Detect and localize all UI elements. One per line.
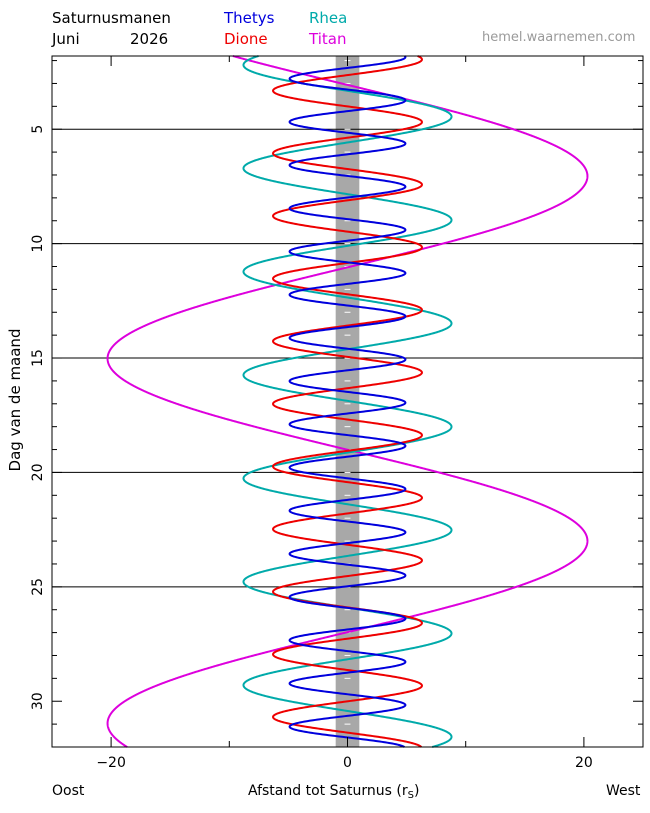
west-label: West xyxy=(606,783,641,799)
axis-ticks xyxy=(52,56,643,748)
series-thetys xyxy=(288,55,407,748)
legend-titan: Titan xyxy=(309,30,347,48)
y-tick-label: 20 xyxy=(30,464,46,482)
y-tick-label: 25 xyxy=(30,578,46,596)
y-tick-label: 30 xyxy=(30,692,46,710)
legend-rhea: Rhea xyxy=(309,9,348,27)
y-tick-label: 15 xyxy=(30,349,46,367)
y-axis-label: Dag van de maand xyxy=(6,329,24,472)
moon-orbits xyxy=(106,55,589,748)
legend-dione: Dione xyxy=(224,30,268,48)
series-titan xyxy=(106,55,589,748)
series-dione xyxy=(272,55,423,748)
x-tick-label: −20 xyxy=(96,755,126,771)
chart-title: Saturnusmanen xyxy=(52,9,171,27)
y-tick-label: 5 xyxy=(30,125,46,134)
month-label: Juni xyxy=(52,30,80,48)
east-label: Oost xyxy=(52,783,85,799)
year-label: 2026 xyxy=(130,30,169,48)
website-label: hemel.waarnemen.com xyxy=(482,30,636,45)
tick-labels: −20 0 20 5 10 15 20 25 30 xyxy=(30,125,593,771)
x-tick-label: 20 xyxy=(575,755,593,771)
x-tick-label: 0 xyxy=(343,755,352,771)
series-rhea xyxy=(242,55,453,748)
legend-thetys: Thetys xyxy=(224,9,275,27)
x-axis-label: Afstand tot Saturnus (rS) xyxy=(248,783,420,801)
y-tick-label: 10 xyxy=(30,235,46,253)
